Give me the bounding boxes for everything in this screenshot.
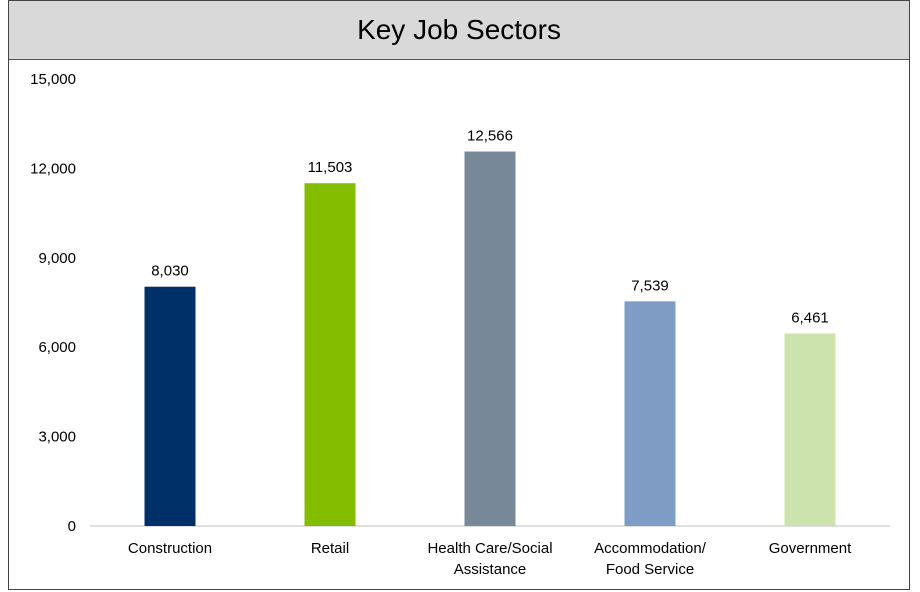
category-label: Assistance bbox=[454, 561, 527, 578]
bar bbox=[144, 286, 196, 526]
chart-title-bar: Key Job Sectors bbox=[9, 1, 909, 60]
y-tick-label: 0 bbox=[68, 518, 76, 535]
category-label: Health Care/Social bbox=[427, 540, 552, 557]
y-tick-label: 9,000 bbox=[38, 250, 76, 267]
category-label: Government bbox=[769, 540, 852, 557]
data-label: 12,566 bbox=[467, 128, 513, 145]
data-label: 6,461 bbox=[791, 309, 829, 326]
bar bbox=[464, 151, 516, 526]
y-tick-label: 15,000 bbox=[30, 71, 76, 88]
category-label: Retail bbox=[311, 540, 349, 557]
bar bbox=[624, 301, 676, 526]
data-label: 11,503 bbox=[308, 159, 353, 176]
data-label: 7,539 bbox=[631, 277, 669, 294]
bar bbox=[784, 333, 836, 526]
y-tick-label: 3,000 bbox=[38, 429, 76, 446]
category-label: Accommodation/ bbox=[594, 540, 707, 557]
bar bbox=[304, 183, 356, 526]
category-label: Construction bbox=[128, 540, 212, 557]
y-tick-label: 6,000 bbox=[38, 339, 76, 356]
data-label: 8,030 bbox=[151, 263, 189, 280]
y-tick-label: 12,000 bbox=[30, 160, 76, 177]
chart-title: Key Job Sectors bbox=[357, 14, 561, 45]
category-label: Food Service bbox=[606, 561, 694, 578]
